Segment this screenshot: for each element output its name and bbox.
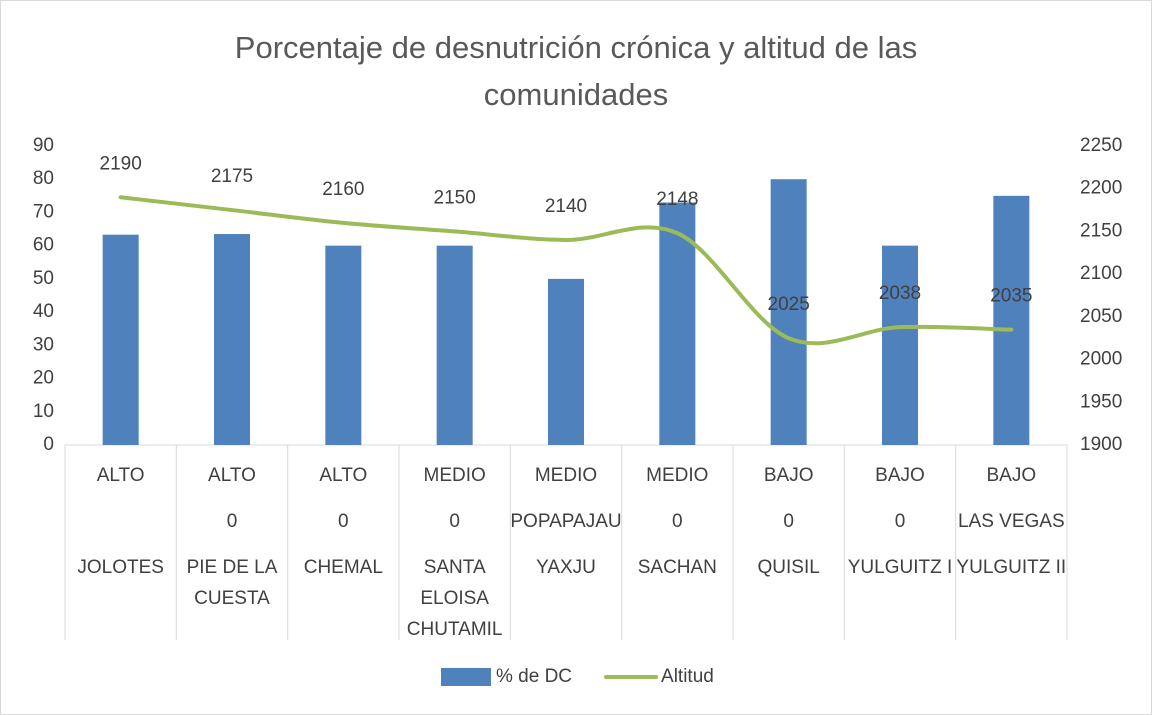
- chart-title: Porcentaje de desnutrición crónica y alt…: [234, 30, 918, 112]
- y2-tick-label: 2200: [1080, 178, 1122, 199]
- legend-label: % de DC: [496, 666, 573, 687]
- x-tick-label: ALTO: [319, 465, 368, 486]
- bar: [548, 278, 584, 445]
- x-tick-label: QUISIL: [757, 557, 820, 578]
- data-label: 2035: [990, 286, 1032, 307]
- x-tick-label: JOLOTES: [77, 557, 164, 578]
- data-label: 2025: [768, 294, 810, 315]
- legend-label: Altitud: [661, 666, 714, 687]
- x-tick-label: SANTA ELOISA CHUTAMIL: [406, 557, 503, 640]
- x-tick-label: BAJO: [875, 465, 925, 486]
- x-tick-label: ALTO: [208, 465, 256, 486]
- bar: [770, 179, 807, 445]
- y-tick-label: 40: [33, 301, 54, 322]
- bar: [325, 245, 362, 445]
- y-tick-label: 60: [33, 235, 54, 256]
- x-tick-label: PIE DE LA CUESTA: [186, 557, 278, 609]
- data-label: 2038: [879, 283, 921, 304]
- x-tick-label: MEDIO: [534, 465, 598, 486]
- data-label: 2175: [211, 166, 253, 187]
- x-tick-label: CHEMAL: [303, 557, 383, 578]
- bar: [214, 234, 250, 445]
- bar: [436, 245, 473, 445]
- y-tick-label: 0: [43, 434, 54, 455]
- x-tick-label: 0: [894, 511, 906, 532]
- x-tick-label: BAJO: [763, 465, 814, 486]
- bar: [993, 195, 1030, 445]
- y-tick-label: 80: [33, 168, 54, 189]
- data-label: 2140: [545, 196, 587, 217]
- legend-swatch: [441, 668, 491, 686]
- line: [118, 195, 1014, 346]
- y2-tick-label: 2250: [1080, 135, 1122, 156]
- y-tick-label: 10: [33, 401, 54, 422]
- y2-tick-label: 2150: [1080, 220, 1122, 241]
- x-tick-label: YULGUITZ I: [847, 557, 953, 578]
- x-tick-label: MEDIO: [646, 465, 709, 486]
- bar: [882, 245, 918, 445]
- y2-tick-label: 2000: [1080, 349, 1122, 370]
- y-tick-label: 30: [33, 334, 54, 355]
- y-tick-label: 50: [33, 268, 54, 289]
- data-label: 2160: [322, 179, 364, 200]
- x-tick-label: LAS VEGAS: [957, 511, 1065, 532]
- bar: [659, 202, 696, 445]
- y-tick-label: 90: [33, 135, 54, 156]
- bar: [102, 234, 139, 445]
- y2-tick-label: 1900: [1080, 434, 1122, 455]
- data-label: 2190: [100, 153, 142, 174]
- x-tick-label: YAXJU: [536, 557, 596, 578]
- y-tick-label: 70: [33, 201, 54, 222]
- y2-tick-label: 2050: [1080, 306, 1122, 327]
- x-tick-label: 0: [226, 511, 238, 532]
- data-label: 2148: [656, 189, 698, 210]
- y-tick-label: 20: [33, 368, 54, 389]
- x-tick-label: BAJO: [986, 465, 1037, 486]
- x-tick-label: POPAPAJAU: [510, 511, 622, 532]
- x-tick-label: 0: [338, 511, 349, 532]
- x-tick-label: MEDIO: [423, 465, 486, 486]
- x-tick-label: SACHAN: [637, 557, 717, 578]
- y2-tick-label: 1950: [1080, 391, 1122, 412]
- y2-tick-label: 2100: [1080, 263, 1122, 284]
- x-tick-label: YULGUITZ II: [956, 557, 1067, 578]
- x-tick-label: ALTO: [96, 465, 145, 486]
- data-label: 2150: [434, 187, 476, 208]
- x-tick-label: 0: [449, 511, 460, 532]
- x-tick-label: 0: [783, 511, 794, 532]
- x-tick-label: 0: [672, 511, 683, 532]
